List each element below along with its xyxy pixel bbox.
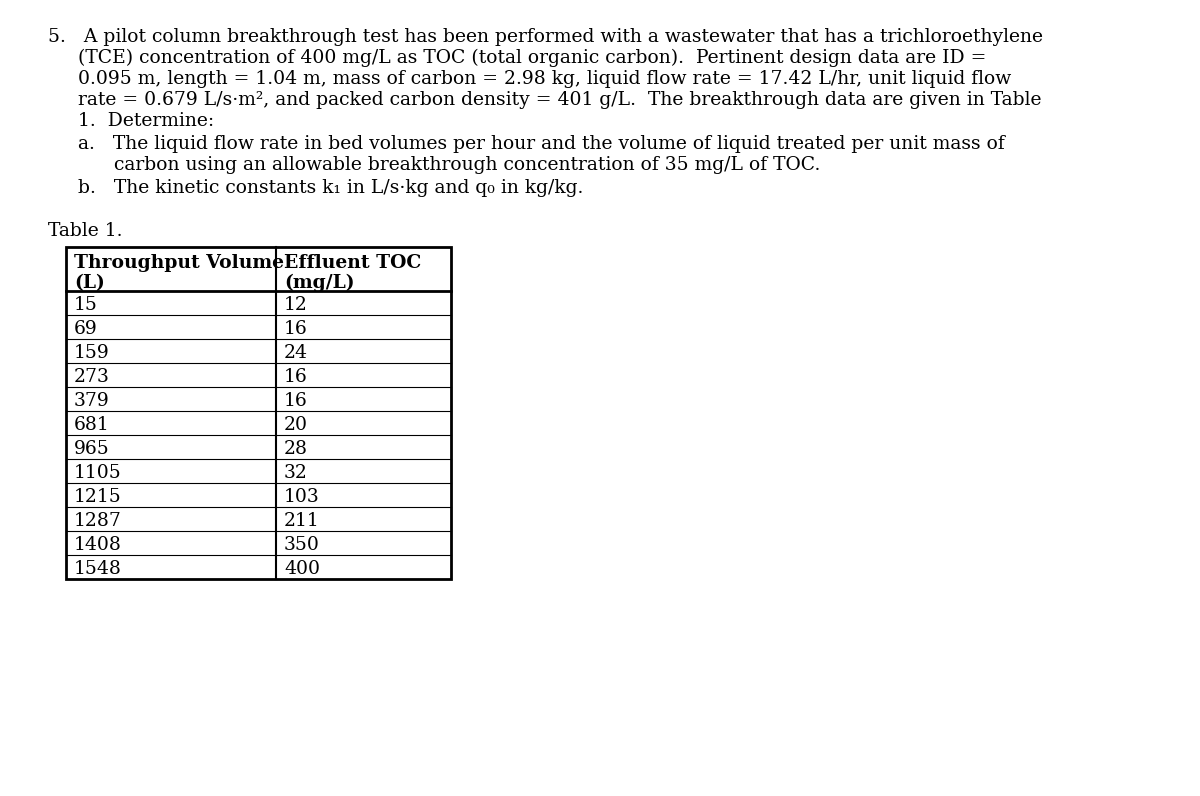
Text: 16: 16 [284, 368, 307, 386]
Text: 350: 350 [284, 536, 320, 554]
Text: (mg/L): (mg/L) [284, 274, 354, 292]
Text: a.   The liquid flow rate in bed volumes per hour and the volume of liquid treat: a. The liquid flow rate in bed volumes p… [48, 135, 1004, 153]
Text: 1548: 1548 [74, 560, 122, 578]
Text: 1287: 1287 [74, 512, 122, 530]
Text: (L): (L) [74, 274, 104, 292]
Text: 69: 69 [74, 320, 97, 338]
Text: carbon using an allowable breakthrough concentration of 35 mg/L of TOC.: carbon using an allowable breakthrough c… [48, 156, 821, 174]
Text: 16: 16 [284, 320, 307, 338]
Text: 20: 20 [284, 416, 308, 434]
Text: 1215: 1215 [74, 488, 121, 506]
Text: 32: 32 [284, 464, 308, 482]
Text: 0.095 m, length = 1.04 m, mass of carbon = 2.98 kg, liquid flow rate = 17.42 L/h: 0.095 m, length = 1.04 m, mass of carbon… [48, 70, 1012, 88]
Text: 379: 379 [74, 392, 109, 410]
Text: 400: 400 [284, 560, 320, 578]
Text: 16: 16 [284, 392, 307, 410]
Bar [66, 247, 451, 579]
Text: Effluent TOC: Effluent TOC [284, 254, 421, 272]
Text: rate = 0.679 L/s·m², and packed carbon density = 401 g/L.  The breakthrough data: rate = 0.679 L/s·m², and packed carbon d… [48, 91, 1042, 109]
Text: 1.  Determine:: 1. Determine: [48, 112, 214, 130]
Text: 159: 159 [74, 344, 109, 362]
Text: (TCE) concentration of 400 mg/L as TOC (total organic carbon).  Pertinent design: (TCE) concentration of 400 mg/L as TOC (… [48, 49, 986, 67]
Text: 15: 15 [74, 296, 98, 314]
Text: 1105: 1105 [74, 464, 121, 482]
Text: Throughput Volume: Throughput Volume [74, 254, 284, 272]
Text: 1408: 1408 [74, 536, 122, 554]
Text: 24: 24 [284, 344, 308, 362]
Text: 681: 681 [74, 416, 109, 434]
Text: b.   The kinetic constants k₁ in L/s·kg and q₀ in kg/kg.: b. The kinetic constants k₁ in L/s·kg an… [48, 179, 583, 197]
Text: 12: 12 [284, 296, 308, 314]
Text: 28: 28 [284, 440, 308, 458]
Text: 965: 965 [74, 440, 109, 458]
Text: Table 1.: Table 1. [48, 222, 122, 240]
Text: 211: 211 [284, 512, 319, 530]
Text: 273: 273 [74, 368, 110, 386]
Text: 5.   A pilot column breakthrough test has been performed with a wastewater that : 5. A pilot column breakthrough test has … [48, 28, 1043, 46]
Text: 103: 103 [284, 488, 319, 506]
